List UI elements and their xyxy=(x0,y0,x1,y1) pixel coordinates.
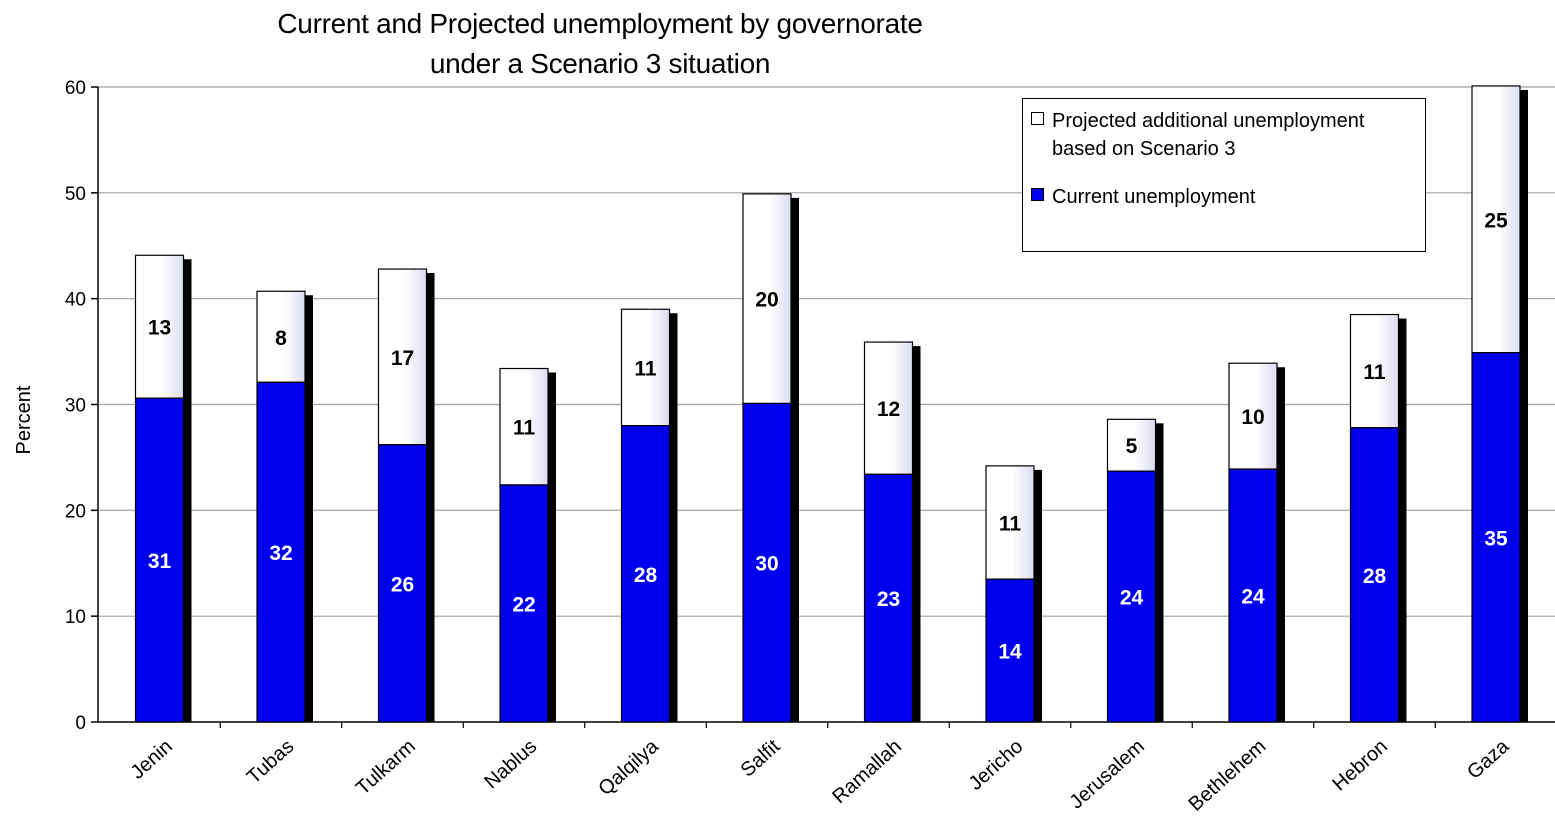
bar-current xyxy=(1471,352,1521,723)
bar-current xyxy=(1106,470,1157,723)
data-label-projected: 13 xyxy=(148,317,171,340)
legend-label-projected-line-1: Projected additional unemployment xyxy=(1052,110,1365,132)
x-tick-label: Hebron xyxy=(1328,735,1391,795)
data-label-projected: 8 xyxy=(275,327,287,350)
bar-projected xyxy=(620,308,671,427)
data-label-current: 30 xyxy=(755,553,778,576)
x-tick-label: Jenin xyxy=(127,735,177,783)
bar-current xyxy=(1349,427,1400,723)
y-tick-label: 50 xyxy=(65,184,86,205)
bar-projected xyxy=(256,290,306,383)
x-tick-label: Tubas xyxy=(243,735,298,788)
bar-current xyxy=(863,473,914,723)
bar-projected xyxy=(499,367,549,486)
data-label-projected: 17 xyxy=(391,347,414,370)
x-tick-label: Qalqilya xyxy=(594,735,663,800)
data-label-projected: 11 xyxy=(634,357,657,380)
bar-current xyxy=(499,484,549,723)
axis-layer: 0 10 20 30 40 50 60 xyxy=(65,78,1555,734)
bar-current xyxy=(134,397,185,723)
legend-item-projected: Projected additional unemployment based … xyxy=(1031,107,1364,163)
legend-label-projected-line-2: based on Scenario 3 xyxy=(1052,138,1236,160)
bar-projected xyxy=(377,268,428,446)
data-label-projected: 11 xyxy=(999,513,1022,536)
bar-projected xyxy=(742,193,792,405)
data-label-current: 14 xyxy=(998,641,1022,664)
data-label-current: 24 xyxy=(1241,586,1265,609)
bar-projected xyxy=(1228,362,1278,470)
bar-current xyxy=(377,444,428,723)
data-label-current: 26 xyxy=(391,573,414,596)
chart-legend: Projected additional unemployment based … xyxy=(1022,98,1426,252)
bar-layer xyxy=(134,85,1528,723)
bar-projected xyxy=(1106,418,1157,472)
bar-current xyxy=(985,578,1035,723)
data-label-current: 32 xyxy=(269,542,292,565)
bar-projected xyxy=(1349,313,1400,429)
data-label-projected: 5 xyxy=(1126,435,1138,458)
x-tick-label: Gaza xyxy=(1463,735,1514,784)
bar-current xyxy=(256,381,306,723)
x-tick-label: Bethlehem xyxy=(1185,735,1271,815)
chart-title-line-2: under a Scenario 3 situation xyxy=(429,48,771,79)
data-label-current: 35 xyxy=(1484,527,1508,550)
legend-label-projected: Projected additional unemployment based … xyxy=(1052,107,1364,163)
x-tick-label: Ramallah xyxy=(828,735,906,808)
y-tick-label: 20 xyxy=(65,501,86,522)
legend-label-current: Current unemployment xyxy=(1052,186,1256,208)
data-label-current: 24 xyxy=(1120,587,1144,610)
data-label-current: 23 xyxy=(877,588,900,611)
data-label-projected: 20 xyxy=(755,289,778,312)
data-label-current: 31 xyxy=(148,550,172,573)
y-tick-label: 0 xyxy=(75,713,86,734)
x-tick-label: Tulkarm xyxy=(352,735,420,799)
y-tick-label: 10 xyxy=(65,607,86,628)
chart-title-line-1: Current and Projected unemployment by go… xyxy=(277,8,923,39)
y-tick-label: 30 xyxy=(65,396,86,417)
data-label-current: 22 xyxy=(512,593,535,616)
legend-item-current: Current unemployment xyxy=(1031,183,1255,211)
x-tick-label: Nablus xyxy=(480,735,541,793)
bar-projected xyxy=(134,254,185,399)
label-layer: 13 31 Jenin 8 32 Tubas 17 26 Tulkarm 11 22 Nablus 11… xyxy=(127,209,1514,815)
bar-projected xyxy=(985,465,1035,580)
grid-layer xyxy=(98,86,1555,617)
legend-swatch-current xyxy=(1031,188,1044,201)
x-tick-label: Jerusalem xyxy=(1066,735,1149,813)
x-tick-label: Jericho xyxy=(965,735,1028,794)
data-label-current: 28 xyxy=(634,564,658,587)
data-label-projected: 12 xyxy=(877,398,900,421)
bar-current xyxy=(742,402,792,723)
bar-current xyxy=(1228,468,1278,723)
data-label-current: 28 xyxy=(1363,565,1387,588)
legend-swatch-projected xyxy=(1031,112,1044,125)
y-tick-label: 60 xyxy=(65,78,86,99)
data-label-projected: 25 xyxy=(1484,209,1508,232)
data-label-projected: 11 xyxy=(1363,361,1386,384)
y-tick-label: 40 xyxy=(65,290,86,311)
bar-current xyxy=(620,425,671,723)
y-axis-label: Percent xyxy=(13,385,35,454)
x-tick-label: Salfit xyxy=(737,735,785,781)
data-label-projected: 11 xyxy=(513,417,536,440)
data-label-projected: 10 xyxy=(1241,406,1264,429)
